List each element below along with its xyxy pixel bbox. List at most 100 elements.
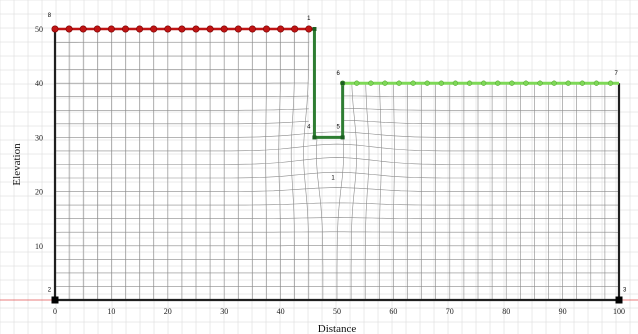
mesh-line	[303, 29, 310, 300]
boundary-node	[368, 80, 374, 86]
y-tick-label: 10	[35, 242, 43, 251]
mesh-line	[55, 95, 309, 97]
mesh-line	[55, 187, 619, 192]
boundary-node	[107, 25, 115, 33]
mesh-line	[265, 29, 267, 300]
corner-node	[615, 296, 623, 304]
step-node	[340, 135, 345, 140]
mesh-line	[54, 231, 620, 233]
x-tick-label: 50	[333, 307, 341, 316]
mesh-line	[342, 95, 618, 97]
node-number-label: 4	[307, 125, 311, 131]
boundary-node	[51, 25, 59, 33]
boundary-node	[537, 80, 543, 86]
y-axis-ticks: 10 20 30 40 50	[35, 25, 43, 251]
y-tick-label: 50	[35, 25, 43, 34]
x-tick-label: 20	[164, 307, 172, 316]
corner-node	[51, 296, 59, 304]
mesh-line	[350, 83, 358, 300]
node-number-label: 7	[615, 71, 619, 77]
node-labels: 8 1 6 7 4 5 1 2 3	[48, 13, 627, 293]
boundary-node	[248, 25, 256, 33]
boundary-node	[382, 80, 388, 86]
boundary-node	[593, 80, 600, 86]
y-axis-label: Elevation	[11, 143, 23, 186]
x-tick-label: 0	[53, 307, 57, 316]
node-number-label: 8	[48, 13, 52, 19]
node-number-label: 1	[307, 16, 311, 22]
mesh-line	[378, 83, 382, 300]
x-tick-label: 90	[559, 307, 567, 316]
boundary-node	[607, 80, 614, 86]
step-node	[312, 135, 317, 140]
boundary-node	[136, 25, 144, 33]
boundary-node	[565, 80, 571, 86]
mesh-line	[55, 120, 309, 125]
boundary-node	[65, 25, 73, 33]
mesh-line	[55, 202, 619, 206]
node-number-label: 6	[336, 71, 340, 77]
boundary-nodes	[51, 25, 623, 304]
mesh-line	[55, 171, 619, 179]
boundary-node	[262, 25, 270, 33]
boundary-node	[480, 80, 487, 86]
step-boundary	[312, 29, 345, 139]
boundary-node	[178, 25, 186, 33]
mesh-line	[55, 157, 619, 165]
node-number-label: 1	[331, 176, 335, 182]
boundary-node	[523, 80, 529, 86]
boundary-node	[79, 25, 87, 33]
y-tick-label: 40	[35, 79, 43, 88]
x-tick-label: 30	[220, 307, 228, 316]
mesh-line	[364, 83, 370, 300]
y-tick-label: 30	[35, 133, 43, 142]
boundary-node	[234, 25, 242, 33]
boundary-node	[122, 25, 130, 33]
boundary-node	[551, 80, 557, 86]
mesh-line	[342, 108, 618, 111]
x-axis-label: Distance	[318, 323, 357, 334]
mesh-line	[336, 137, 344, 300]
boundary-node	[93, 25, 101, 33]
step-node	[340, 81, 345, 86]
mesh-line	[393, 83, 395, 300]
x-tick-label: 10	[107, 307, 115, 316]
boundary-node	[509, 80, 515, 86]
x-tick-label: 80	[502, 307, 510, 316]
mesh-line	[55, 108, 309, 111]
boundary-node	[495, 80, 501, 86]
finite-element-mesh	[54, 28, 620, 301]
boundary-node	[424, 80, 430, 86]
mesh-line	[290, 29, 296, 300]
x-tick-label: 60	[389, 307, 397, 316]
x-axis-ticks: 0 10 20 30 40 50 60 70 80 90 100	[53, 307, 625, 316]
step-node	[312, 27, 317, 31]
boundary-node	[410, 80, 416, 86]
boundary-node	[164, 25, 172, 33]
mesh-line	[55, 217, 619, 219]
node-number-label: 5	[336, 125, 340, 131]
boundary-node	[305, 25, 313, 33]
mesh-line	[278, 29, 281, 300]
boundary-node	[396, 80, 402, 86]
x-tick-label: 40	[277, 307, 285, 316]
boundary-node	[277, 25, 285, 33]
boundary-node	[466, 80, 473, 86]
mesh-line	[55, 143, 619, 152]
boundary-node	[291, 25, 299, 33]
x-tick-label: 70	[446, 307, 454, 316]
node-number-label: 2	[48, 287, 52, 293]
x-tick-label: 100	[613, 307, 625, 316]
boundary-node	[452, 80, 459, 86]
boundary-node	[206, 25, 214, 33]
boundary-node	[192, 25, 200, 33]
mesh-line	[342, 120, 618, 125]
boundary-node	[354, 80, 360, 86]
y-tick-label: 20	[35, 188, 43, 197]
node-number-label: 3	[623, 287, 627, 293]
boundary-node	[150, 25, 158, 33]
boundary-node	[579, 80, 585, 86]
outer-boundary	[53, 29, 621, 302]
